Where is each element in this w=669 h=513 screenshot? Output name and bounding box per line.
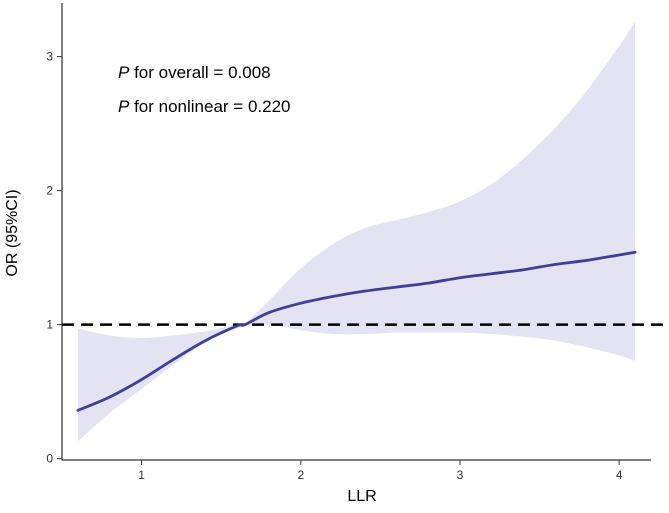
x-tick-label-3: 3: [457, 468, 464, 482]
p-nonlinear-symbol: P: [118, 97, 130, 116]
x-tick-label-4: 4: [616, 468, 623, 482]
y-tick-label-2: 2: [46, 184, 53, 198]
y-tick-label-3: 3: [46, 50, 53, 64]
axes: [61, 3, 651, 461]
confidence-band-0: [77, 21, 636, 442]
tick-layer: 1 2 3 4 0 1 2 3: [46, 50, 623, 482]
p-overall-annotation: P for overall = 0.008: [118, 63, 271, 82]
y-tick-label-0: 0: [46, 452, 53, 466]
or-curve-layer: [76, 250, 637, 412]
or-curve-0: [76, 250, 637, 412]
y-axis-title: OR (95%CI): [4, 189, 21, 276]
x-axis-title: LLR: [347, 488, 376, 505]
confidence-band-layer: [77, 21, 636, 442]
p-nonlinear-annotation: P for nonlinear = 0.220: [118, 97, 291, 116]
p-nonlinear-text: for nonlinear = 0.220: [129, 97, 290, 116]
p-overall-text: for overall = 0.008: [129, 63, 270, 82]
p-overall-symbol: P: [118, 63, 130, 82]
y-tick-label-1: 1: [46, 318, 53, 332]
x-tick-label-1: 1: [138, 468, 145, 482]
x-tick-label-2: 2: [297, 468, 304, 482]
